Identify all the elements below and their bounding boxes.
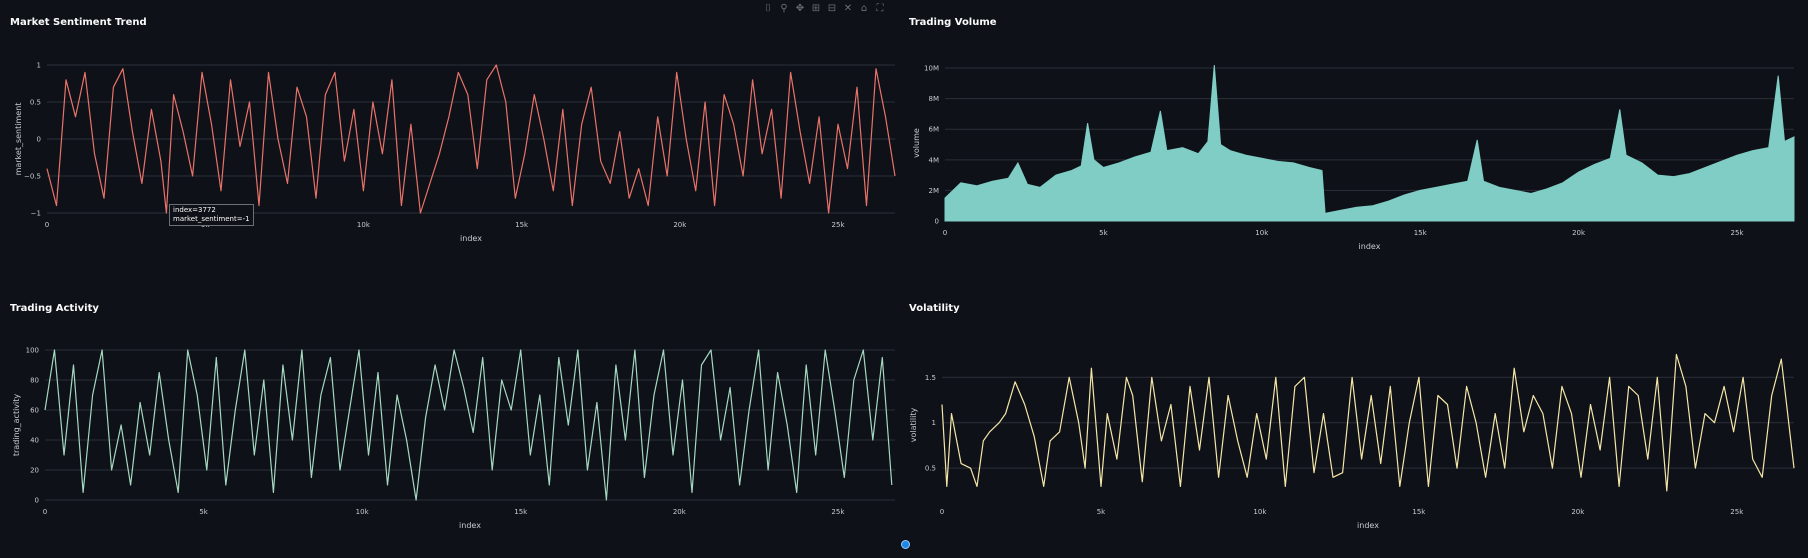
x-axis-label: index xyxy=(1359,242,1381,251)
modebar: ⌷ ⚲ ✥ ⊞ ⊟ ✕ ⌂ ⛶ xyxy=(762,2,886,16)
x-tick-label: 20k xyxy=(673,508,687,516)
chart-panel-activity: Trading Activity 0 20 40 60 80 100 0 5k 10k 15k 20… xyxy=(0,279,904,558)
y-tick-label: 10M xyxy=(924,65,939,73)
y-tick-label: 80 xyxy=(30,377,39,385)
y-tick-label: 0 xyxy=(37,136,41,144)
camera-icon[interactable]: ⌷ xyxy=(765,3,771,14)
x-tick-label: 25k xyxy=(1730,229,1744,237)
chart-sentiment[interactable]: −1−0.500.5105k10k15k20k25kindexmarket_se… xyxy=(0,0,904,279)
series-line xyxy=(941,353,1795,492)
x-tick-label: 0 xyxy=(940,508,944,516)
y-axis-label: volatility xyxy=(909,408,918,443)
x-tick-label: 5k xyxy=(1097,508,1106,516)
chart-volatility[interactable]: 0.5 1 1.5 0 5k 10k 15k 20k 25k index volatility xyxy=(904,279,1808,558)
x-tick-label: 25k xyxy=(831,508,845,516)
x-axis-label: index xyxy=(1357,521,1379,530)
tooltip-line-index: index=3772 xyxy=(173,206,216,214)
y-tick-label: 60 xyxy=(30,407,39,415)
y-tick-label: 0.5 xyxy=(925,465,936,473)
y-tick-label: 1 xyxy=(37,62,41,70)
series-line xyxy=(44,349,893,501)
hover-tooltip: index=3772 market_sentiment=-1 xyxy=(169,204,254,226)
y-tick-label: 4M xyxy=(929,156,940,164)
series-line xyxy=(46,64,896,214)
y-tick-label: 6M xyxy=(929,126,940,134)
y-tick-label: 1 xyxy=(932,419,936,427)
series-area xyxy=(944,64,1795,222)
y-tick-label: −0.5 xyxy=(24,173,41,181)
x-tick-label: 10k xyxy=(357,221,371,229)
chart-title: Market Sentiment Trend xyxy=(10,17,147,28)
x-axis-label: index xyxy=(460,234,482,243)
x-tick-label: 0 xyxy=(45,221,49,229)
x-tick-label: 5k xyxy=(199,508,208,516)
x-tick-label: 15k xyxy=(1414,229,1428,237)
chart-panel-sentiment: Market Sentiment Trend −1−0.500.5105k10k… xyxy=(0,0,904,279)
x-tick-label: 15k xyxy=(1412,508,1426,516)
x-tick-label: 15k xyxy=(515,221,529,229)
x-tick-label: 10k xyxy=(1253,508,1267,516)
fullscreen-icon[interactable]: ⛶ xyxy=(876,3,884,14)
x-tick-label: 20k xyxy=(673,221,687,229)
chart-activity[interactable]: 0 20 40 60 80 100 0 5k 10k 15k 20k 25k index trading_… xyxy=(0,279,904,558)
x-tick-label: 25k xyxy=(832,221,846,229)
x-tick-label: 10k xyxy=(1255,229,1269,237)
y-tick-label: −1 xyxy=(31,210,41,218)
zoom-icon[interactable]: ⚲ xyxy=(780,3,788,14)
autoscale-icon[interactable]: ✕ xyxy=(843,3,853,14)
y-axis-label: market_sentiment xyxy=(14,103,23,176)
home-icon[interactable]: ⌂ xyxy=(860,3,868,14)
pan-icon[interactable]: ✥ xyxy=(795,3,805,14)
x-axis-label: index xyxy=(459,521,481,530)
y-axis-label: volume xyxy=(912,128,921,158)
x-tick-label: 0 xyxy=(43,508,47,516)
y-tick-label: 0.5 xyxy=(30,99,41,107)
zoom-out-icon[interactable]: ⊟ xyxy=(827,3,837,14)
x-tick-label: 0 xyxy=(943,229,947,237)
tooltip-line-value: market_sentiment=-1 xyxy=(173,215,250,223)
x-tick-label: 25k xyxy=(1730,508,1744,516)
y-tick-label: 8M xyxy=(929,95,940,103)
y-tick-label: 20 xyxy=(30,467,39,475)
chart-panel-volume: Trading Volume 0 2M 4M 6M 8M 10M 0 5k 10k 15k 20k 2… xyxy=(904,0,1808,279)
y-tick-label: 1.5 xyxy=(925,374,936,382)
chart-title: Trading Activity xyxy=(10,303,99,314)
y-tick-label: 0 xyxy=(35,497,39,505)
y-tick-label: 0 xyxy=(935,218,939,226)
chart-title: Trading Volume xyxy=(909,17,997,28)
x-tick-label: 15k xyxy=(514,508,528,516)
x-tick-label: 5k xyxy=(1099,229,1108,237)
x-tick-label: 20k xyxy=(1571,508,1585,516)
resize-handle[interactable] xyxy=(901,540,910,549)
chart-volume[interactable]: 0 2M 4M 6M 8M 10M 0 5k 10k 15k 20k 25k index volume xyxy=(904,0,1808,279)
y-tick-label: 100 xyxy=(26,347,39,355)
chart-panel-volatility: Volatility 0.5 1 1.5 0 5k 10k 15k 20k 25k index vo… xyxy=(904,279,1808,558)
y-axis-label: trading_activity xyxy=(12,394,21,457)
x-tick-label: 20k xyxy=(1572,229,1586,237)
x-tick-label: 10k xyxy=(356,508,370,516)
chart-title: Volatility xyxy=(909,303,960,314)
zoom-in-icon[interactable]: ⊞ xyxy=(811,3,821,14)
y-tick-label: 2M xyxy=(929,187,940,195)
y-tick-label: 40 xyxy=(30,437,39,445)
